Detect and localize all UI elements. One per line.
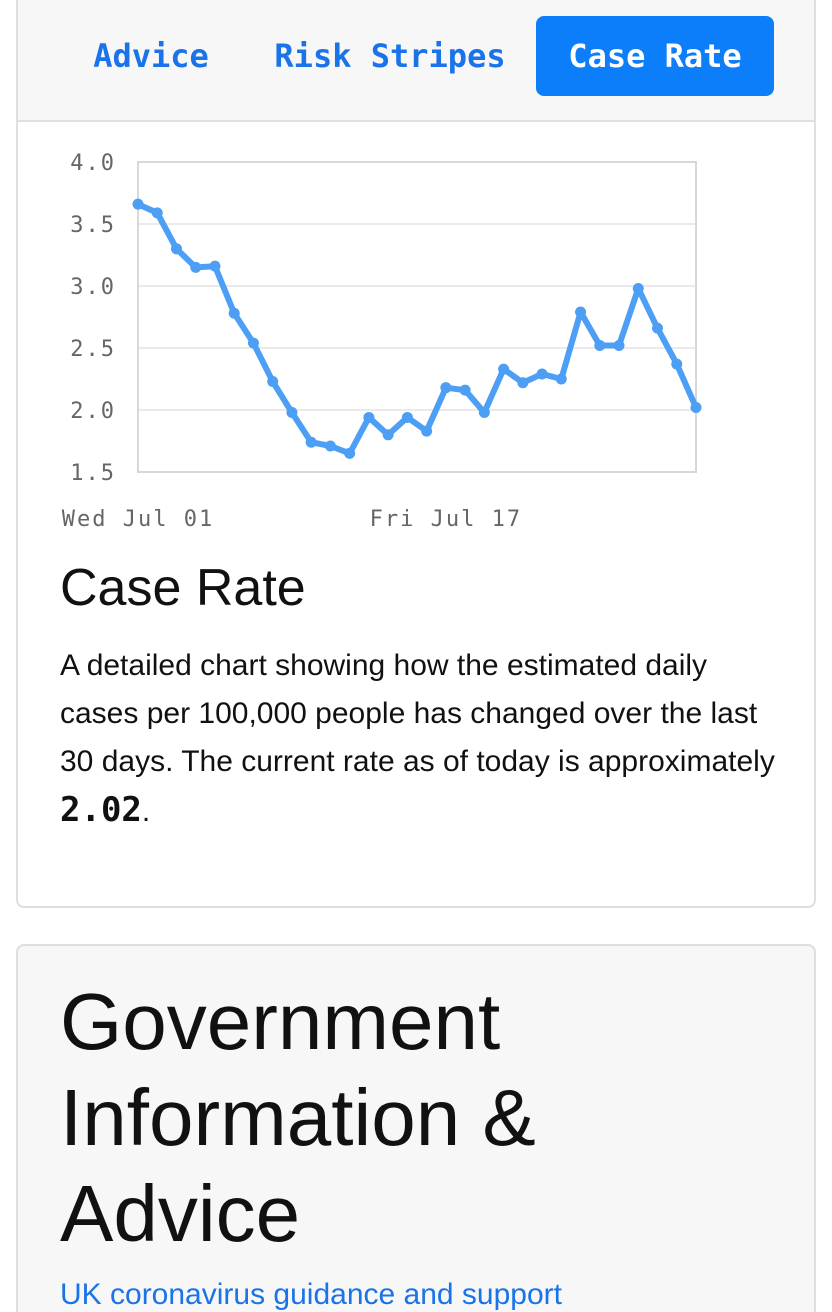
data-point [594, 340, 606, 352]
data-point [498, 363, 510, 375]
data-point [247, 337, 259, 349]
y-tick-label: 3.5 [70, 213, 116, 238]
description-end: . [141, 795, 151, 828]
y-tick-label: 2.5 [70, 337, 116, 362]
case-rate-chart: 4.0 3.5 3.0 2.5 2.0 1.5 Wed Jul 01 Fri Jul 17 [18, 0, 814, 552]
y-tick-label: 2.0 [70, 399, 116, 424]
tab-risk-stripes[interactable]: Risk Stripes [274, 37, 506, 75]
data-point [401, 411, 413, 423]
data-point [478, 406, 490, 418]
data-point [690, 402, 702, 414]
y-tick-label: 4.0 [70, 151, 116, 176]
data-point [671, 358, 683, 370]
data-point [421, 425, 433, 437]
data-point [555, 373, 567, 385]
description-text: A detailed chart showing how the estimat… [60, 649, 775, 778]
data-point [151, 207, 163, 219]
data-point [363, 411, 375, 423]
case-rate-chart-svg: 4.0 3.5 3.0 2.5 2.0 1.5 Wed Jul 01 Fri Jul 17 [62, 151, 702, 532]
tab-bar: Advice Risk Stripes Case Rate [18, 0, 814, 122]
case-rate-title: Case Rate [60, 559, 306, 617]
y-tick-label: 1.5 [70, 461, 116, 486]
government-title: Government Information & Advice [60, 977, 536, 1258]
data-point [575, 306, 587, 318]
tab-case-rate[interactable]: Case Rate [536, 16, 774, 96]
case-rate-card: Advice Risk Stripes Case Rate 4.0 3.5 3.0 2… [16, 0, 816, 908]
data-point [459, 384, 471, 396]
data-point [517, 377, 529, 389]
tab-advice[interactable]: Advice [93, 37, 209, 75]
data-point [132, 198, 144, 210]
case-rate-line [135, 201, 699, 457]
data-point [632, 282, 644, 294]
plot-frame [137, 161, 697, 473]
uk-guidance-link[interactable]: UK coronavirus guidance and support [60, 1278, 562, 1311]
data-point [228, 307, 240, 319]
data-point [190, 261, 202, 273]
data-point [382, 429, 394, 441]
data-point [652, 322, 664, 334]
y-tick-label: 3.0 [70, 275, 116, 300]
case-rate-description: A detailed chart showing how the estimat… [60, 642, 780, 836]
data-point [440, 382, 452, 394]
data-point [209, 260, 221, 272]
data-point [344, 447, 356, 459]
data-point [267, 375, 279, 387]
data-point [613, 340, 625, 352]
data-point [536, 368, 548, 380]
data-point [324, 440, 336, 452]
government-info-card: Government Information & Advice UK coron… [16, 944, 816, 1312]
data-point [170, 243, 182, 255]
current-rate-value: 2.02 [60, 790, 142, 830]
x-tick-label: Fri Jul 17 [370, 507, 522, 532]
x-tick-label: Wed Jul 01 [62, 507, 214, 532]
data-point [286, 406, 298, 418]
data-point [305, 436, 317, 448]
